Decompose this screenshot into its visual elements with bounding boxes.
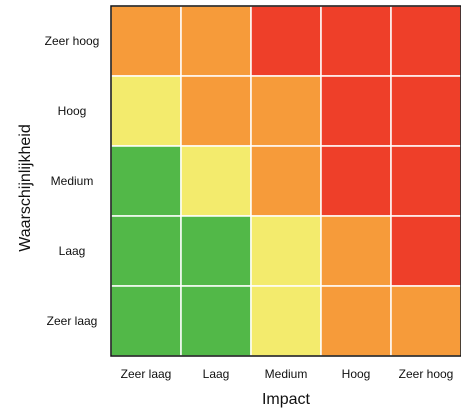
heatmap-cells xyxy=(110,5,461,357)
heatmap-cell-2-4 xyxy=(390,145,461,217)
heatmap-cell-4-1 xyxy=(180,285,252,357)
heatmap-cell-3-1 xyxy=(180,215,252,287)
heatmap-cell-2-1 xyxy=(180,145,252,217)
x-tick-label: Zeer laag xyxy=(121,367,172,381)
y-tick-label: Zeer hoog xyxy=(45,34,100,48)
x-tick-label: Medium xyxy=(265,367,308,381)
heatmap-cell-2-0 xyxy=(110,145,182,217)
y-tick-label: Hoog xyxy=(58,104,87,118)
y-axis-title: Waarschijnlijkheid xyxy=(17,124,34,251)
heatmap-cell-0-3 xyxy=(320,5,392,77)
x-axis-title: Impact xyxy=(262,391,311,408)
heatmap-cell-2-3 xyxy=(320,145,392,217)
heatmap-cell-4-4 xyxy=(390,285,461,357)
x-tick-labels: Zeer laag Laag Medium Hoog Zeer hoog xyxy=(121,367,454,381)
heatmap-cell-3-3 xyxy=(320,215,392,287)
heatmap-cell-1-4 xyxy=(390,75,461,147)
heatmap-cell-0-2 xyxy=(250,5,322,77)
x-tick-label: Hoog xyxy=(342,367,371,381)
y-tick-label: Zeer laag xyxy=(47,314,98,328)
heatmap-cell-3-4 xyxy=(390,215,461,287)
heatmap-cell-4-3 xyxy=(320,285,392,357)
heatmap-cell-1-1 xyxy=(180,75,252,147)
heatmap-cell-0-4 xyxy=(390,5,461,77)
y-tick-labels: Zeer hoog Hoog Medium Laag Zeer laag xyxy=(45,34,100,328)
heatmap-cell-1-0 xyxy=(110,75,182,147)
heatmap-cell-0-0 xyxy=(110,5,182,77)
heatmap-cell-4-2 xyxy=(250,285,322,357)
heatmap-cell-3-2 xyxy=(250,215,322,287)
x-tick-label: Zeer hoog xyxy=(399,367,454,381)
x-tick-label: Laag xyxy=(203,367,230,381)
heatmap-cell-4-0 xyxy=(110,285,182,357)
heatmap-cell-1-3 xyxy=(320,75,392,147)
heatmap-cell-1-2 xyxy=(250,75,322,147)
y-tick-label: Medium xyxy=(51,174,94,188)
plot-frame xyxy=(110,5,461,357)
heatmap-cell-0-1 xyxy=(180,5,252,77)
y-tick-label: Laag xyxy=(59,244,86,258)
heatmap-cell-3-0 xyxy=(110,215,182,287)
heatmap-cell-2-2 xyxy=(250,145,322,217)
